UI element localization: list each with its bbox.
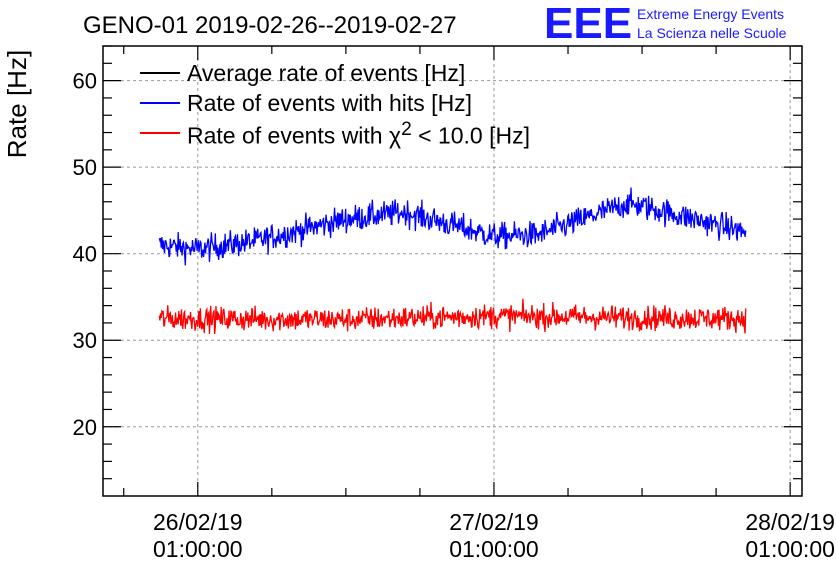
legend-swatch [140,72,180,74]
logo-line1: Extreme Energy Events [637,6,784,22]
x-tick-label-date: 28/02/19 [745,509,835,535]
y-tick-label: 60 [73,69,97,94]
x-tick-label-time: 01:00:00 [745,536,835,562]
x-tick-label-date: 27/02/19 [449,509,539,535]
logo-mark: EEE [544,0,632,48]
legend-label: Rate of events with hits [Hz] [187,90,473,116]
legend-swatch [140,102,180,104]
axes [102,45,803,497]
legend-swatch [140,132,180,134]
y-tick-label: 20 [73,415,97,440]
legend-label: Rate of events with χ2 < 10.0 [Hz] [187,119,530,149]
grid-lines [103,46,802,496]
y-axis-label: Rate [Hz] [2,50,32,158]
legend-label: Average rate of events [Hz] [187,60,466,86]
x-tick-label-time: 01:00:00 [153,536,243,562]
eee-logo: EEE Extreme Energy Events La Scienza nel… [544,0,787,48]
logo-line2: La Scienza nelle Scuole [637,25,787,41]
y-tick-label: 30 [73,328,97,353]
chart-title: GENO-01 2019-02-26--2019-02-27 [83,12,457,39]
y-tick-label: 40 [73,242,97,267]
x-tick-labels: 26/02/1901:00:0027/02/1901:00:0028/02/19… [153,509,835,562]
legend-entry: Average rate of events [Hz] [140,58,530,88]
x-tick-label-time: 01:00:00 [449,536,539,562]
y-tick-labels: 20 30 40 50 60 [73,69,97,440]
legend: Average rate of events [Hz] Rate of event… [140,58,530,149]
y-tick-label: 50 [73,155,97,180]
series-line-1 [158,187,747,266]
x-tick-label-date: 26/02/19 [153,509,243,535]
legend-entry: Rate of events with hits [Hz] [140,88,530,118]
series-layer [158,187,747,334]
legend-entry: Rate of events with χ2 < 10.0 [Hz] [140,118,530,149]
series-line-2 [158,298,747,334]
